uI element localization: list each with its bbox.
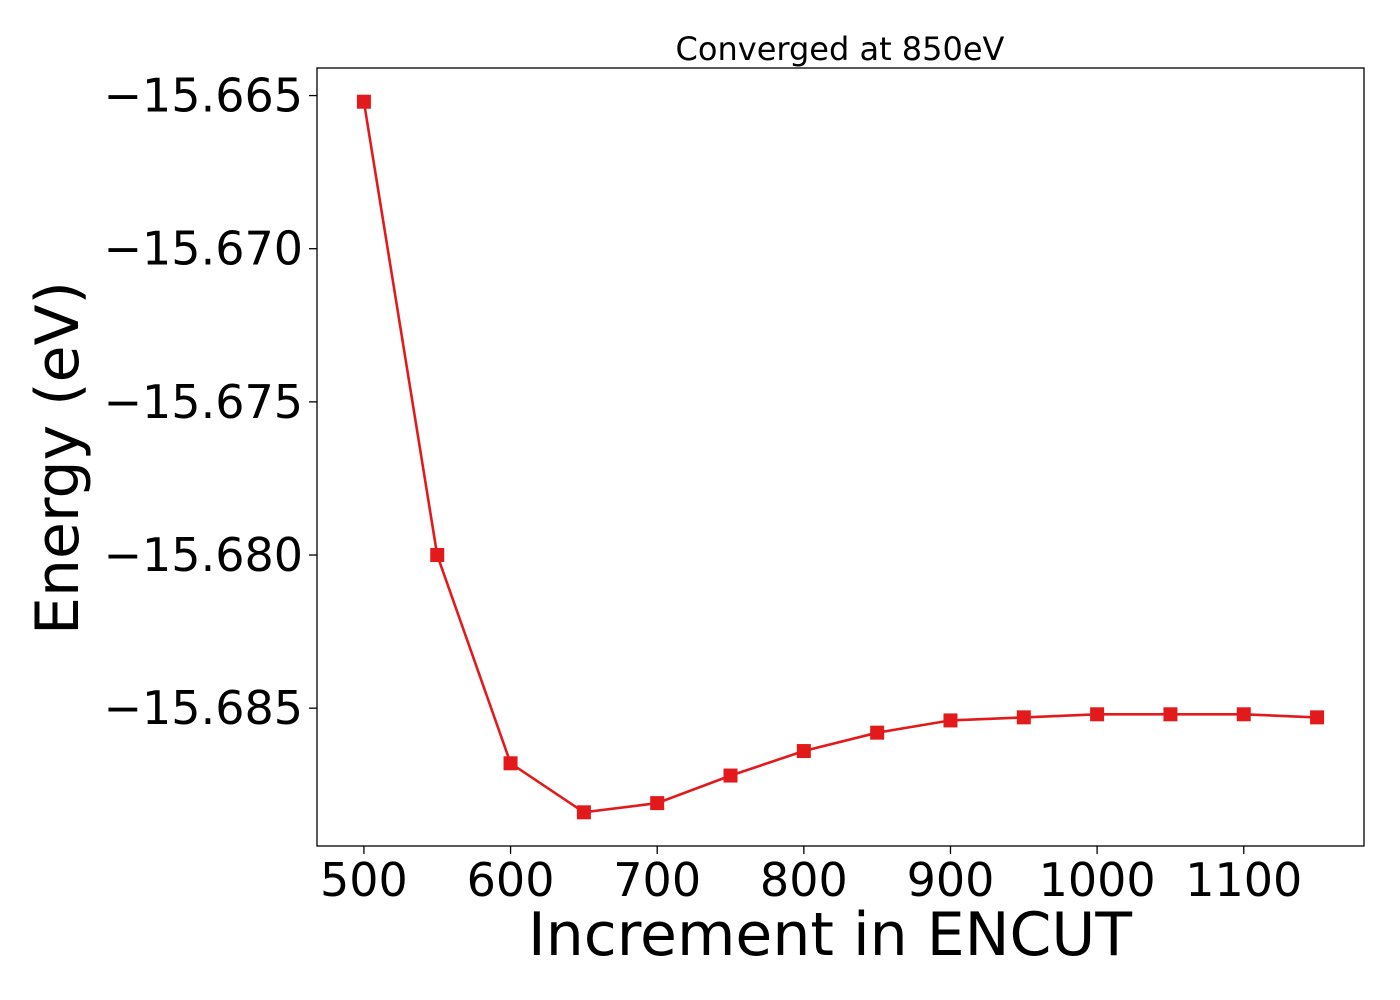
x-tick-label: 800 xyxy=(760,853,848,907)
data-point-marker xyxy=(1236,707,1251,722)
data-point-marker xyxy=(503,756,518,771)
x-tick-label: 900 xyxy=(907,853,995,907)
series-line xyxy=(362,101,1318,814)
data-point-marker xyxy=(1310,710,1325,725)
y-tick-label: −15.680 xyxy=(104,528,304,582)
series-layer xyxy=(356,94,1325,820)
x-tick-label: 600 xyxy=(467,853,555,907)
x-axis-ticks: 500 600 700 800 900 1000 1100 xyxy=(320,846,1302,907)
data-point-marker xyxy=(723,768,738,783)
data-point-marker xyxy=(943,713,958,728)
data-point-marker xyxy=(430,548,445,563)
y-tick-label: −15.675 xyxy=(104,375,304,429)
chart-title: Converged at 850eV xyxy=(676,30,1005,68)
y-axis-ticks: −15.665 −15.670 −15.675 −15.680 −15.685 xyxy=(104,69,317,735)
data-point-marker xyxy=(1016,710,1031,725)
data-point-marker xyxy=(1090,707,1105,722)
data-point-marker xyxy=(356,94,371,109)
x-tick-label: 700 xyxy=(613,853,701,907)
data-point-marker xyxy=(650,796,665,811)
y-axis-label: Energy (eV) xyxy=(23,281,93,635)
x-axis-label: Increment in ENCUT xyxy=(528,900,1132,970)
plot-area-frame xyxy=(316,67,1365,847)
y-tick-label: −15.665 xyxy=(104,69,304,123)
data-point-marker xyxy=(870,725,885,740)
data-point-marker xyxy=(1163,707,1178,722)
x-tick-label: 1000 xyxy=(1039,853,1156,907)
data-point-marker xyxy=(576,805,591,820)
y-tick-label: −15.670 xyxy=(104,222,304,276)
x-tick-label: 500 xyxy=(320,853,408,907)
y-tick-label: −15.685 xyxy=(104,681,304,735)
x-tick-label: 1100 xyxy=(1185,853,1302,907)
data-point-marker xyxy=(796,744,811,759)
